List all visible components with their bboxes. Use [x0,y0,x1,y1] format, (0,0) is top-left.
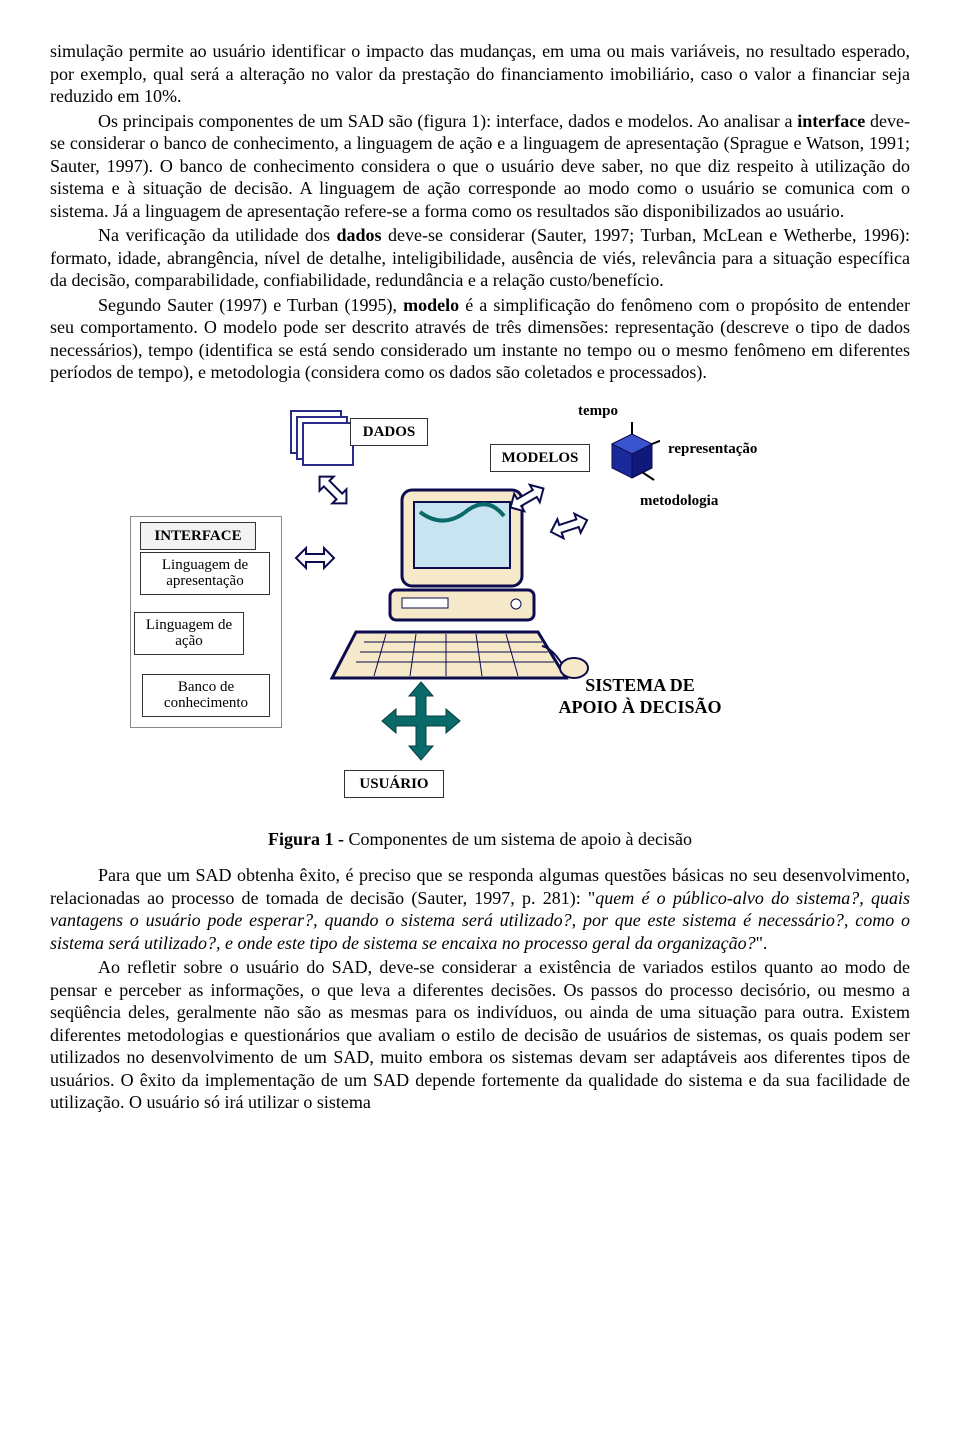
p2-bold: dados [336,225,381,245]
figure-1: DADOS MODELOS tempo representação metodo… [100,402,860,851]
ling-acao-box: Linguagem de ação [134,612,244,655]
caption-rest: Componentes de um sistema de apoio à dec… [349,829,692,849]
sistema-line2: APOIO À DECISÃO [558,697,721,717]
paragraph-1: simulação permite ao usuário identificar… [50,40,910,108]
interface-box: INTERFACE [140,522,256,551]
p3-bold: modelo [403,295,459,315]
paragraph-1b: Os principais componentes de um SAD são … [50,110,910,223]
figure-canvas: DADOS MODELOS tempo representação metodo… [100,402,860,822]
paragraph-5: Ao refletir sobre o usuário do SAD, deve… [50,956,910,1114]
banco-box: Banco de conhecimento [142,674,270,717]
p1-text-b: Os principais componentes de um SAD são … [98,111,797,131]
paragraph-4: Para que um SAD obtenha êxito, é preciso… [50,864,910,954]
figure-caption: Figura 1 - Componentes de um sistema de … [100,828,860,851]
p3-text-a: Segundo Sauter (1997) e Turban (1995), [98,295,403,315]
sistema-label: SISTEMA DE APOIO À DECISÃO [530,674,750,719]
metodologia-label: metodologia [640,492,718,511]
p1-text-a: simulação permite ao usuário identificar… [50,41,910,106]
dados-box: DADOS [350,418,428,447]
sistema-line1: SISTEMA DE [585,675,695,695]
arrow-2-icon [292,540,338,576]
paragraph-2: Na verificação da utilidade dos dados de… [50,224,910,292]
p5-text: Ao refletir sobre o usuário do SAD, deve… [50,957,910,1112]
caption-bold: Figura 1 - [268,829,349,849]
p2-text-a: Na verificação da utilidade dos [98,225,336,245]
docs-icon [290,410,354,464]
paragraph-3: Segundo Sauter (1997) e Turban (1995), m… [50,294,910,384]
modelos-box: MODELOS [490,444,590,473]
cross-arrow-icon [376,678,466,768]
p4-text-c: ". [756,933,768,953]
usuario-box: USUÁRIO [344,770,444,799]
cube-icon [600,422,660,482]
representacao-label: representação [668,440,757,459]
tempo-label: tempo [578,402,618,421]
p1-bold: interface [797,111,865,131]
ling-apres-box: Linguagem de apresentação [140,552,270,595]
